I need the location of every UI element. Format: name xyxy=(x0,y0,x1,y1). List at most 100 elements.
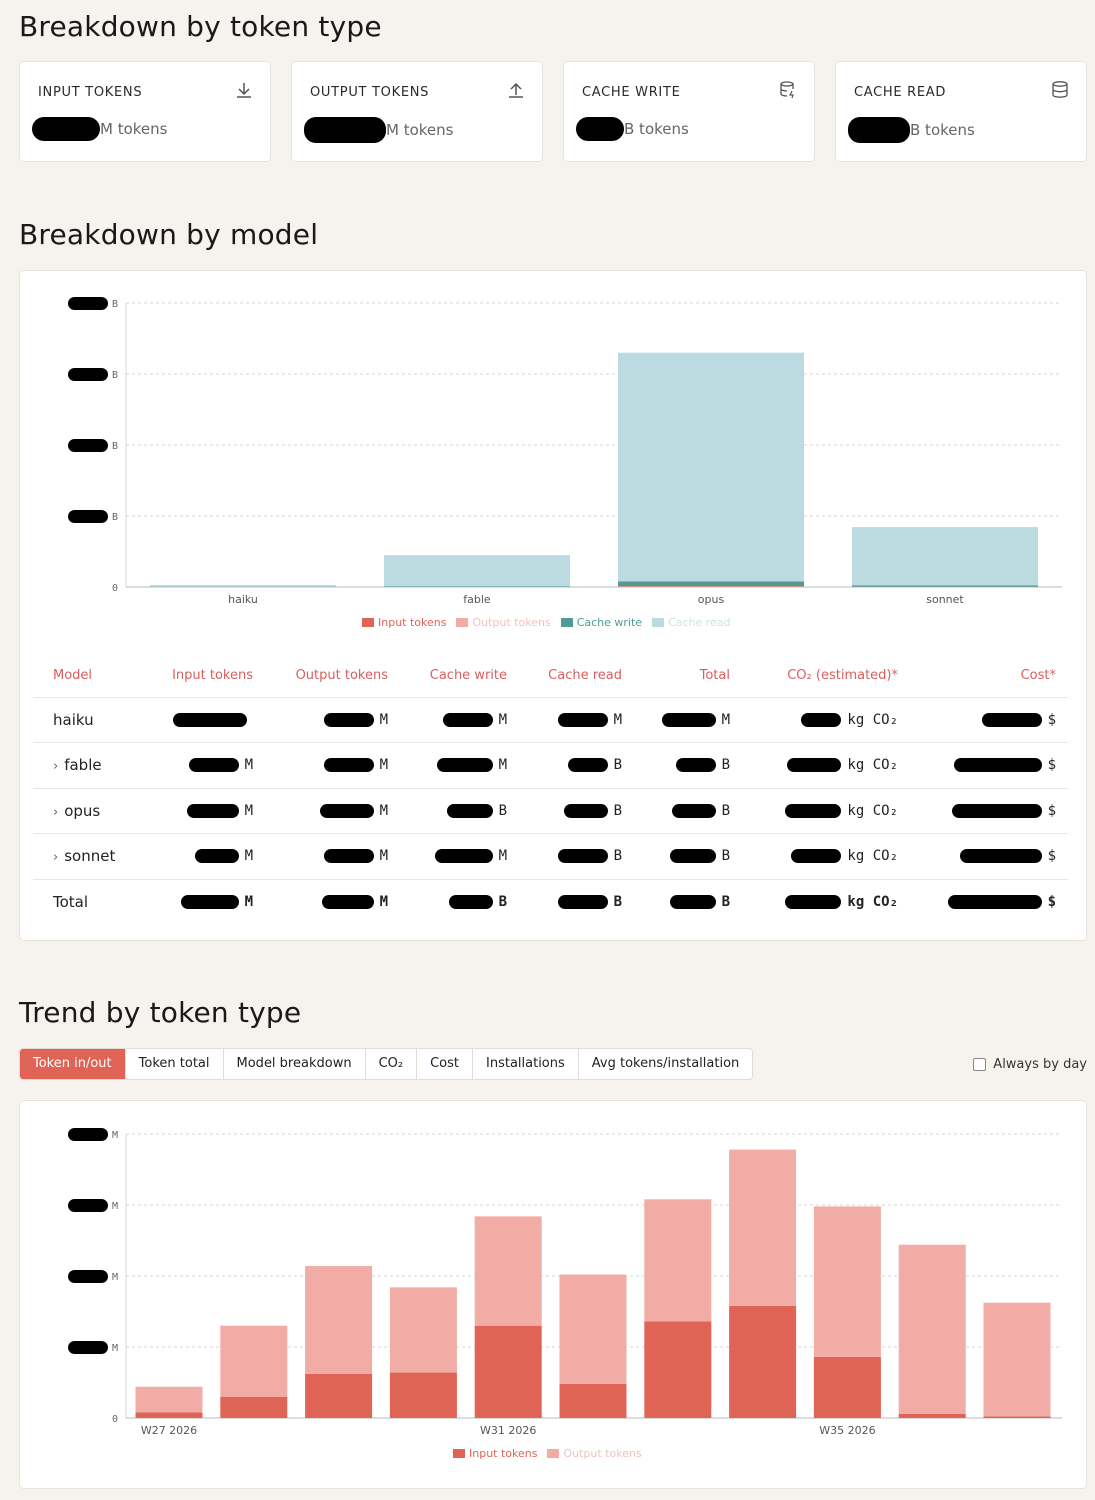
database-write-icon xyxy=(780,81,794,99)
unit-label: $ xyxy=(1047,848,1056,865)
tab-installations[interactable]: Installations xyxy=(473,1049,579,1079)
tab-model-breakdown[interactable]: Model breakdown xyxy=(224,1049,366,1079)
output-tokens-card: OUTPUT TOKENS M tokens xyxy=(291,61,543,162)
tab-avg-tokens[interactable]: Avg tokens/installation xyxy=(591,1056,740,1071)
redaction xyxy=(32,117,100,141)
value-cell: B xyxy=(634,788,742,834)
output-tokens-label: OUTPUT TOKENS xyxy=(310,85,430,100)
cache-write-label: CACHE WRITE xyxy=(582,85,681,100)
value-cell: M xyxy=(265,788,400,834)
value-cell: B xyxy=(634,742,742,789)
value-cell: $ xyxy=(910,879,1068,925)
unit-label: B xyxy=(613,802,622,819)
model-name-cell[interactable]: › sonnet xyxy=(33,833,145,880)
legend-item[interactable]: Output tokens xyxy=(547,1447,642,1460)
trend-bar-output-tokens xyxy=(559,1274,627,1384)
trend-bar-output-tokens xyxy=(729,1149,797,1306)
redaction xyxy=(848,117,910,143)
model-bar-cache-read xyxy=(618,352,804,582)
value-cell: kg CO₂ xyxy=(742,742,910,789)
value-cell: B xyxy=(400,788,519,834)
redaction xyxy=(194,849,239,864)
cache-read-label: CACHE READ xyxy=(854,85,947,100)
col-output: Output tokens xyxy=(265,655,400,698)
legend-item[interactable]: Output tokens xyxy=(456,616,551,629)
unit-label: M xyxy=(613,711,622,728)
table-header-row: Model Input tokens Output tokens Cache w… xyxy=(33,655,1068,698)
model-bar-cache-read xyxy=(150,585,336,587)
trend-title: Trend by token type xyxy=(19,996,302,1029)
legend-swatch xyxy=(453,1449,465,1458)
unit-label: M xyxy=(244,802,253,819)
tab-token-in-out[interactable]: Token in/out xyxy=(20,1049,126,1079)
legend-item[interactable]: Input tokens xyxy=(453,1447,537,1460)
legend-item[interactable]: Cache read xyxy=(652,616,731,629)
value-cell xyxy=(145,697,265,743)
legend-label: Output tokens xyxy=(563,1447,642,1460)
redaction xyxy=(319,803,374,818)
redaction xyxy=(981,712,1042,727)
redaction xyxy=(675,758,716,773)
x-tick-label: W31 2026 xyxy=(480,1424,536,1437)
chevron-right-icon[interactable]: › xyxy=(53,759,59,775)
unit-label: B xyxy=(613,757,622,774)
model-bar-cache-read xyxy=(852,527,1038,586)
trend-bar-output-tokens xyxy=(983,1302,1051,1417)
x-tick-label: fable xyxy=(463,593,491,606)
chevron-right-icon[interactable]: › xyxy=(53,804,59,820)
redaction xyxy=(785,803,842,818)
unit-label: M xyxy=(498,757,507,774)
tab-co2[interactable]: CO₂ xyxy=(366,1049,418,1079)
tab-token-total[interactable]: Token total xyxy=(126,1049,224,1079)
model-title: Breakdown by model xyxy=(19,218,319,251)
value-cell: B xyxy=(400,879,519,925)
legend-item[interactable]: Cache write xyxy=(560,616,642,629)
tab-cost[interactable]: Cost xyxy=(417,1049,473,1079)
value-cell: M xyxy=(400,742,519,789)
trend-bar-output-tokens xyxy=(898,1244,966,1414)
cache-write-card: CACHE WRITE B tokens xyxy=(563,61,815,162)
y-tick-label: 0 xyxy=(112,583,118,594)
redaction xyxy=(434,849,493,864)
trend-bar-input-tokens xyxy=(559,1383,627,1418)
value-cell: B xyxy=(519,788,634,834)
always-by-day-checkbox[interactable] xyxy=(973,1058,987,1071)
col-co2: CO₂ (estimated)* xyxy=(742,655,910,698)
value-cell: $ xyxy=(910,788,1068,834)
y-tick-label: B xyxy=(112,370,118,381)
trend-bar-output-tokens xyxy=(135,1386,203,1413)
model-name-cell[interactable]: › opus xyxy=(33,788,145,834)
redaction xyxy=(947,895,1042,909)
y-tick-label: M xyxy=(112,1343,118,1354)
input-tokens-card: INPUT TOKENS M tokens xyxy=(19,61,271,162)
trend-bar-input-tokens xyxy=(135,1412,203,1418)
redaction xyxy=(959,849,1042,864)
legend-swatch xyxy=(547,1449,560,1458)
unit-label: B xyxy=(498,894,507,910)
unit-label: M xyxy=(244,848,253,865)
output-tokens-value: M tokens xyxy=(304,117,453,143)
redaction xyxy=(953,758,1042,773)
col-input: Input tokens xyxy=(145,655,265,698)
model-name-cell[interactable]: › fable xyxy=(33,742,145,789)
trend-bar-output-tokens xyxy=(305,1266,373,1374)
cache-write-value: B tokens xyxy=(576,117,689,141)
database-icon xyxy=(1052,81,1068,98)
legend-item[interactable]: Input tokens xyxy=(362,616,446,629)
legend-swatch xyxy=(362,618,374,627)
input-tokens-label: INPUT TOKENS xyxy=(38,85,143,100)
redaction xyxy=(304,117,386,143)
x-tick-label: W27 2026 xyxy=(141,1424,197,1437)
legend-label: Output tokens xyxy=(472,616,551,629)
unit-label: kg CO₂ xyxy=(847,894,898,910)
redaction xyxy=(323,849,374,864)
unit-label: B xyxy=(721,894,730,910)
redaction xyxy=(68,510,108,523)
redaction xyxy=(323,758,374,773)
always-by-day-toggle[interactable]: Always by day xyxy=(973,1057,1087,1072)
chevron-right-icon[interactable]: › xyxy=(53,850,59,866)
redaction xyxy=(563,803,608,818)
